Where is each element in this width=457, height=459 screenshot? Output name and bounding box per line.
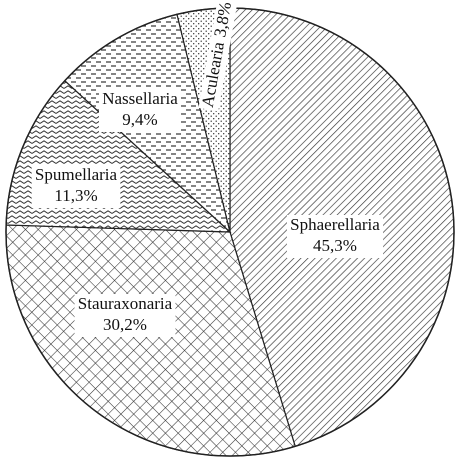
label-name: Nassellaria [102, 89, 178, 108]
slice-label: Nassellaria 9,4% [99, 89, 181, 132]
label-box [99, 89, 181, 132]
label-value: 30,2% [103, 315, 147, 334]
label-box [286, 215, 384, 258]
slice-label: Spumellaria 11,3% [31, 165, 121, 208]
label-value: 9,4% [122, 110, 157, 129]
label-box [198, 0, 238, 112]
label-box [31, 165, 121, 208]
label-name: Spumellaria [35, 165, 118, 184]
slices [5, 7, 455, 457]
labels: Sphaerellaria 45,3% Stauraxonaria 30,2% Spum… [31, 0, 384, 337]
slice-label: Sphaerellaria 45,3% [286, 215, 384, 258]
label-name: Stauraxonaria [78, 294, 173, 313]
label-name: Sphaerellaria [290, 215, 380, 234]
label-value: 11,3% [54, 186, 97, 205]
label-box [74, 294, 176, 337]
label-value: 45,3% [313, 236, 357, 255]
slice-label: Stauraxonaria 30,2% [74, 294, 176, 337]
